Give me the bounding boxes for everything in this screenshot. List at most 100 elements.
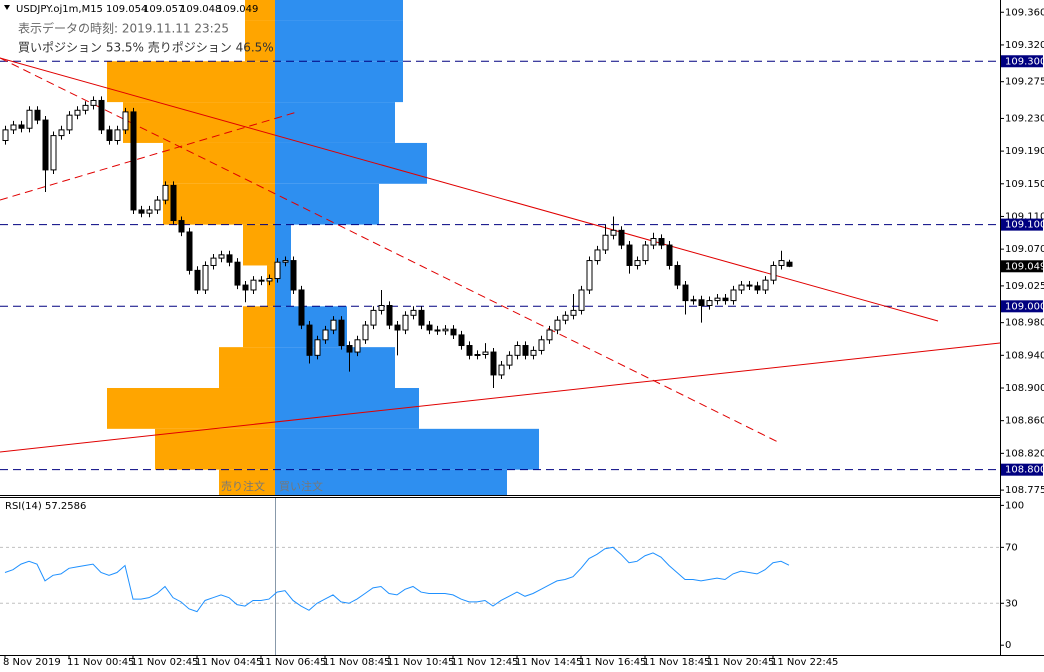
candle-body — [330, 319, 337, 331]
y-tick-label: 108.860 — [1005, 416, 1044, 427]
candle-body — [394, 324, 401, 331]
candle-body — [650, 238, 657, 246]
candle-body — [2, 129, 9, 141]
x-tick-label: 11 Nov 16:45 — [579, 657, 646, 668]
candle-body — [746, 284, 753, 287]
candle-body — [178, 220, 185, 233]
candle-body — [722, 297, 729, 302]
candle-body — [170, 184, 177, 222]
candle-body — [674, 264, 681, 286]
y-tick-label: 70 — [1005, 542, 1018, 553]
trendline — [0, 57, 939, 322]
candle-body — [138, 209, 145, 214]
level-label-bg — [1001, 55, 1043, 68]
y-tick-label: 109.320 — [1005, 40, 1044, 51]
info-time: 表示データの時刻: 2019.11.11 23:25 — [18, 21, 229, 36]
level-label-bg — [1001, 218, 1043, 231]
x-tick-label: 11 Nov 22:45 — [771, 657, 838, 668]
legend-sell: 売り注文 — [221, 479, 265, 493]
candle-body — [98, 99, 105, 131]
candle-body — [562, 314, 569, 321]
candle-body — [122, 111, 129, 131]
candle-body — [242, 284, 249, 291]
candle-body — [762, 279, 769, 291]
collapse-icon[interactable] — [4, 5, 10, 10]
trendline — [0, 57, 779, 443]
level-label: 109.000 — [1005, 301, 1044, 312]
x-tick-label: 11 Nov 14:45 — [515, 657, 582, 668]
candle-body — [154, 199, 161, 211]
candle-body — [730, 289, 737, 302]
order-bar — [107, 61, 275, 103]
order-bar — [163, 183, 275, 225]
candle-body — [258, 279, 265, 282]
candle-body — [202, 264, 209, 291]
x-tick-label: 11 Nov 18:45 — [643, 657, 710, 668]
candle-body — [738, 284, 745, 291]
candle-body — [706, 300, 713, 306]
y-tick-label: 109.360 — [1005, 7, 1044, 18]
candle-body — [354, 339, 361, 353]
symbol: USDJPY.oj1m,M15 — [16, 4, 103, 15]
x-tick-label: 11 Nov 20:45 — [707, 657, 774, 668]
candle-body — [594, 249, 601, 262]
order-bar — [267, 265, 275, 307]
candle-body — [522, 345, 529, 356]
candle-body — [274, 261, 281, 280]
candle-body — [10, 124, 17, 131]
candle-body — [642, 244, 649, 262]
candle-body — [610, 229, 617, 236]
order-bar — [245, 0, 275, 21]
y-tick-label: 108.775 — [1005, 485, 1044, 496]
candle-body — [146, 209, 153, 214]
x-tick-label: 11 Nov 02:45 — [131, 657, 198, 668]
candle-body — [18, 124, 25, 129]
y-tick-label: 100 — [1005, 500, 1024, 511]
order-bar — [275, 224, 291, 266]
candle-body — [298, 289, 305, 326]
candle-body — [370, 309, 377, 326]
candle-body — [338, 319, 345, 347]
order-bar — [107, 387, 275, 429]
y-tick-label: 109.025 — [1005, 281, 1044, 292]
order-bar — [155, 428, 275, 470]
order-bar — [275, 428, 539, 470]
candle-body — [130, 111, 137, 211]
order-bar — [275, 469, 507, 495]
candle-body — [586, 260, 593, 291]
level-label-bg — [1001, 300, 1043, 313]
x-tick-label: 11 Nov 10:45 — [387, 657, 454, 668]
candle-body — [618, 229, 625, 246]
trendline — [0, 342, 1001, 453]
level-label-bg — [1001, 463, 1043, 476]
candle-body — [74, 109, 81, 116]
candle-body — [450, 328, 457, 336]
order-bar — [275, 61, 403, 103]
order-bar — [219, 347, 275, 388]
candle-body — [402, 314, 409, 331]
candle-body — [282, 260, 289, 263]
order-bar — [275, 102, 395, 143]
order-book — [107, 0, 539, 495]
rsi-value: 57.2586 — [45, 501, 86, 512]
candle-body — [498, 364, 505, 376]
y-tick-label: 109.230 — [1005, 113, 1044, 124]
candle-body — [194, 269, 201, 291]
candle-body — [514, 345, 521, 356]
candle-body — [90, 99, 97, 106]
y-tick-label: 108.940 — [1005, 350, 1044, 361]
candle-body — [770, 264, 777, 281]
candle-body — [682, 284, 689, 302]
y-tick-label: 109.110 — [1005, 211, 1044, 222]
candle-body — [226, 254, 233, 263]
ohlc-high: 109.057 — [143, 4, 184, 15]
order-bar — [123, 102, 275, 143]
candle-body — [410, 309, 417, 316]
x-tick-label: 11 Nov 08:45 — [323, 657, 390, 668]
candle-body — [626, 244, 633, 266]
candle-body — [578, 289, 585, 311]
order-bar — [243, 224, 275, 266]
order-bar — [275, 387, 419, 429]
